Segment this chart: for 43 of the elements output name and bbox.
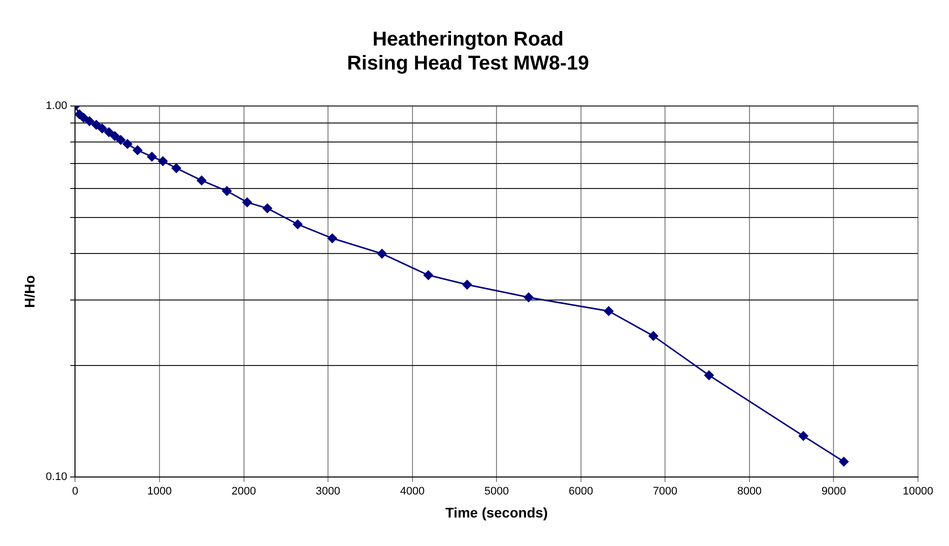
y-tick-label: 0.10 xyxy=(46,471,68,484)
point xyxy=(798,431,808,441)
point xyxy=(462,280,472,290)
x-tick-label: 4000 xyxy=(400,486,425,498)
point xyxy=(377,248,387,258)
y-tick-label: 1.00 xyxy=(46,100,68,112)
point xyxy=(196,176,206,186)
x-tick-label: 2000 xyxy=(232,486,256,498)
x-tick-label: 6000 xyxy=(568,486,594,498)
x-axis-title: Time (seconds) xyxy=(445,504,548,520)
point xyxy=(524,292,534,302)
point xyxy=(222,186,232,196)
point xyxy=(84,116,94,126)
point xyxy=(262,204,272,214)
x-tick-label: 8000 xyxy=(737,486,762,498)
point xyxy=(604,306,614,316)
x-tick-label: 0 xyxy=(72,486,78,498)
chart-title: Heatherington Road Rising Head Test MW8-19 xyxy=(347,28,589,75)
point xyxy=(97,124,107,134)
x-tick-label: 5000 xyxy=(484,486,509,498)
point xyxy=(104,127,114,137)
point xyxy=(328,234,338,244)
point xyxy=(122,139,132,149)
point xyxy=(110,131,120,141)
x-tick-label: 10000 xyxy=(902,486,934,498)
point xyxy=(704,370,714,380)
point xyxy=(132,145,142,155)
y-axis-title: H/Ho xyxy=(21,275,38,308)
point xyxy=(648,331,658,341)
point xyxy=(158,156,168,166)
point xyxy=(839,456,849,466)
x-tick-label: 7000 xyxy=(652,486,678,498)
point xyxy=(172,163,182,173)
point xyxy=(92,120,102,130)
point xyxy=(78,112,88,122)
x-tick-label: 9000 xyxy=(821,486,846,498)
point xyxy=(116,135,126,145)
point xyxy=(424,270,434,280)
point xyxy=(242,198,252,208)
x-tick-label: 3000 xyxy=(316,486,340,498)
point xyxy=(147,152,157,162)
x-tick-label: 1000 xyxy=(147,486,172,498)
point xyxy=(292,220,302,230)
